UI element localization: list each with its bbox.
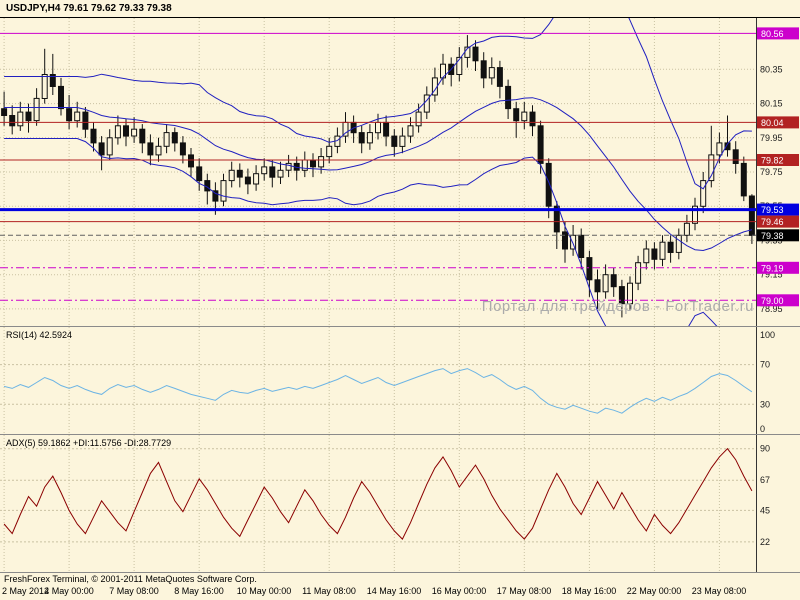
time-axis-label: 2 May 2012 xyxy=(2,586,50,596)
main-price-pane[interactable]: 80.3580.1579.9579.7579.5579.3579.1578.95… xyxy=(0,18,800,326)
time-axis-label: 14 May 16:00 xyxy=(366,586,422,596)
rsi-pane[interactable]: 100 70 30 0 xyxy=(0,327,800,434)
separator-adx-timeaxis xyxy=(0,572,800,573)
svg-text:79.38: 79.38 xyxy=(761,231,784,241)
time-axis-label: 22 May 00:00 xyxy=(626,586,682,596)
svg-text:79.53: 79.53 xyxy=(761,205,784,215)
time-axis-label: 17 May 08:00 xyxy=(496,586,552,596)
svg-text:79.19: 79.19 xyxy=(761,263,784,273)
time-axis-label: 16 May 00:00 xyxy=(431,586,487,596)
copyright-text: FreshForex Terminal, © 2001-2011 MetaQuo… xyxy=(4,574,257,584)
time-axis-label: 8 May 16:00 xyxy=(174,586,224,596)
rsi-indicator-label: RSI(14) 42.5924 xyxy=(6,330,73,340)
adx-indicator-label: ADX(5) 59.1862 +DI:11.5756 -DI:28.7729 xyxy=(6,438,172,448)
time-axis[interactable]: FreshForex Terminal, © 2001-2011 MetaQuo… xyxy=(0,573,800,600)
time-axis-label: 11 May 08:00 xyxy=(302,586,356,596)
pane-border-top xyxy=(0,17,800,18)
time-axis-label: 10 May 00:00 xyxy=(236,586,292,596)
separator-main-rsi xyxy=(0,326,800,327)
symbol-ohlc-title: USDJPY,H4 79.61 79.62 79.33 79.38 xyxy=(6,3,172,14)
svg-text:78.95: 78.95 xyxy=(760,304,783,314)
svg-text:79.00: 79.00 xyxy=(761,296,784,306)
svg-text:22: 22 xyxy=(760,537,770,547)
time-axis-label: 7 May 08:00 xyxy=(109,586,159,596)
svg-text:0: 0 xyxy=(760,424,765,434)
svg-text:80.04: 80.04 xyxy=(761,118,784,128)
svg-text:79.46: 79.46 xyxy=(761,217,784,227)
svg-text:30: 30 xyxy=(760,399,770,409)
svg-text:79.15: 79.15 xyxy=(760,270,783,280)
svg-text:67: 67 xyxy=(760,475,770,485)
watermark-text: Портал для трейдеров - ForTrader.ru xyxy=(481,298,754,315)
svg-text:80.35: 80.35 xyxy=(760,64,783,74)
svg-text:100: 100 xyxy=(760,330,775,340)
svg-text:80.15: 80.15 xyxy=(760,99,783,109)
separator-rsi-adx xyxy=(0,434,800,435)
svg-text:79.75: 79.75 xyxy=(760,167,783,177)
time-axis-label: 18 May 16:00 xyxy=(561,586,617,596)
time-axis-label: 23 May 08:00 xyxy=(691,586,747,596)
svg-text:70: 70 xyxy=(760,360,770,370)
svg-text:79.95: 79.95 xyxy=(760,133,783,143)
adx-pane[interactable]: 90 67 45 22 xyxy=(0,435,800,572)
time-axis-label: 4 May 00:00 xyxy=(44,586,94,596)
svg-text:90: 90 xyxy=(760,444,770,454)
svg-text:79.82: 79.82 xyxy=(761,156,784,166)
svg-text:80.56: 80.56 xyxy=(761,29,784,39)
svg-text:45: 45 xyxy=(760,505,770,515)
